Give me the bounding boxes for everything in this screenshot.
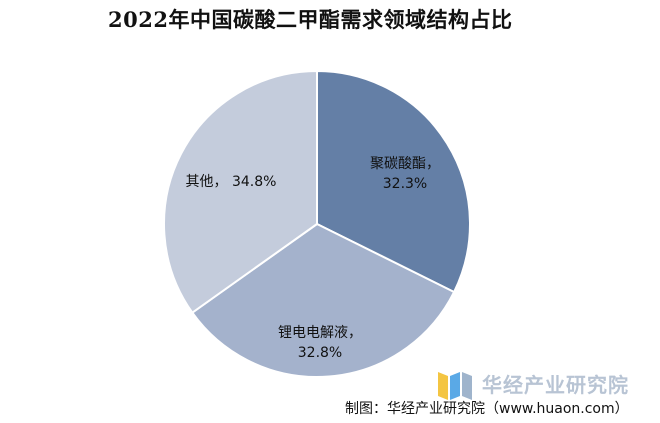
pie-slice-2 (163, 69, 318, 315)
watermark-text: 华经产业研究院 (482, 372, 629, 397)
pie-slice-1 (190, 222, 456, 378)
source-note: 制图：华经产业研究院（www.huaon.com） (345, 401, 629, 417)
slice-label-0: 聚碳酸酯， 32.3% (370, 156, 440, 192)
pie-slice-0 (316, 69, 471, 294)
watermark: 华经产业研究院 (438, 366, 629, 400)
bar-logo-icon (438, 372, 472, 400)
slice-label-2: 其他， 34.8% (186, 174, 277, 190)
slice-label-1: 锂电电解液， 32.8% (278, 325, 362, 361)
chart-title: 2022年中国碳酸二甲酯需求领域结构占比 (108, 7, 513, 32)
